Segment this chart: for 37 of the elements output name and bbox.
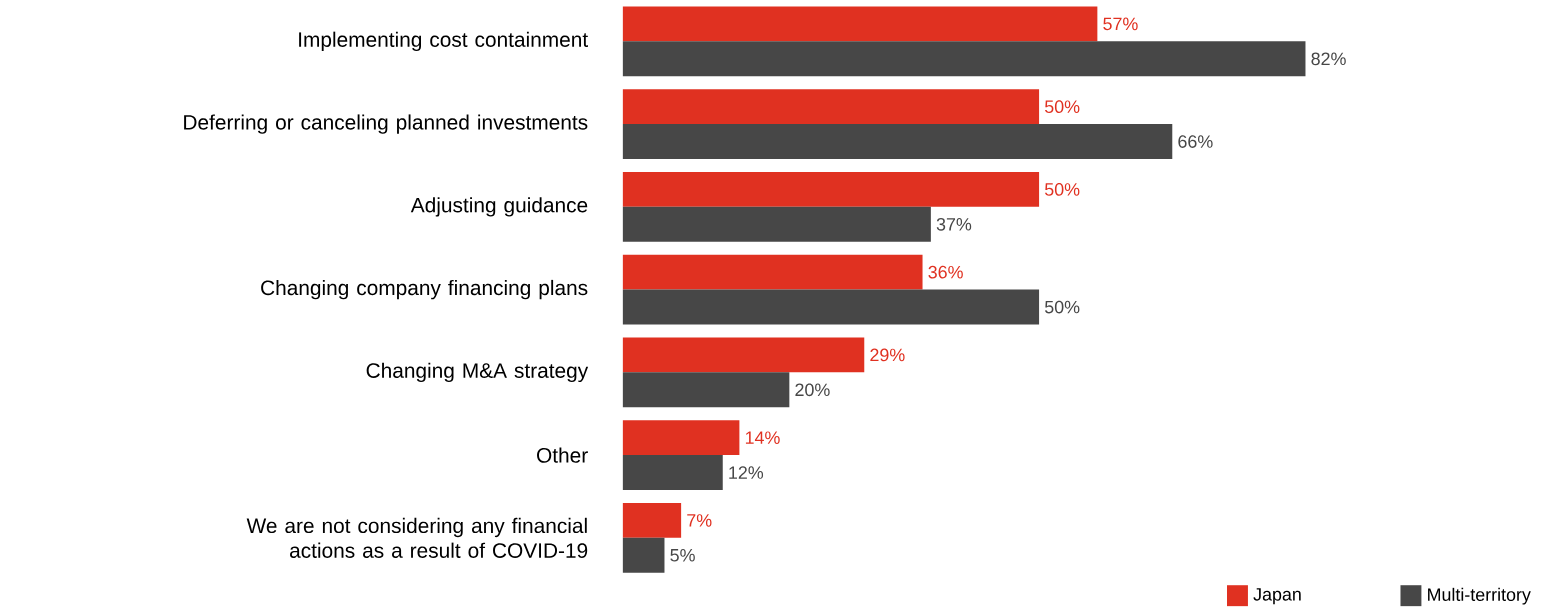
bar (622, 537, 665, 573)
y-tick-label: We are not considering any financial actions as a result of COVID-19 (246, 517, 588, 558)
data-label: 7% (687, 514, 712, 527)
data-label: 37% (936, 217, 972, 231)
data-label: 14% (745, 431, 780, 444)
data-label: 50% (1044, 300, 1080, 314)
data-label: 36% (928, 265, 963, 279)
y-tick-label: Changing company financing plans (261, 279, 588, 300)
data-label: 50% (1044, 183, 1080, 196)
y-tick-label: Deferring or canceling planned investments (184, 114, 588, 134)
data-label: 12% (729, 466, 764, 479)
data-label: 20% (795, 383, 830, 397)
bar (622, 420, 740, 456)
y-tick-label: Adjusting guidance (410, 197, 588, 217)
bar (622, 124, 1173, 159)
bar (622, 89, 1040, 125)
data-label: 5% (670, 548, 695, 562)
bar (622, 6, 1098, 42)
bar (622, 41, 1306, 77)
data-label: 66% (1178, 135, 1213, 148)
bar (622, 502, 682, 538)
y-tick-label: Other (537, 447, 588, 463)
bar (622, 254, 923, 290)
data-label: 29% (870, 348, 905, 362)
y-tick-label: Implementing cost containment (299, 31, 588, 52)
bar (622, 206, 931, 242)
data-label: 50% (1044, 100, 1080, 113)
bar (622, 289, 1040, 325)
bar (622, 372, 790, 408)
data-label: 57% (1103, 17, 1138, 31)
legend-label: Japan (1253, 588, 1301, 605)
legend-label: Multi-territory (1428, 587, 1531, 605)
bar (622, 337, 865, 373)
bar (622, 455, 723, 490)
data-label: 82% (1311, 52, 1346, 66)
bar (622, 171, 1040, 207)
y-tick-label: Changing M&A strategy (366, 362, 589, 383)
